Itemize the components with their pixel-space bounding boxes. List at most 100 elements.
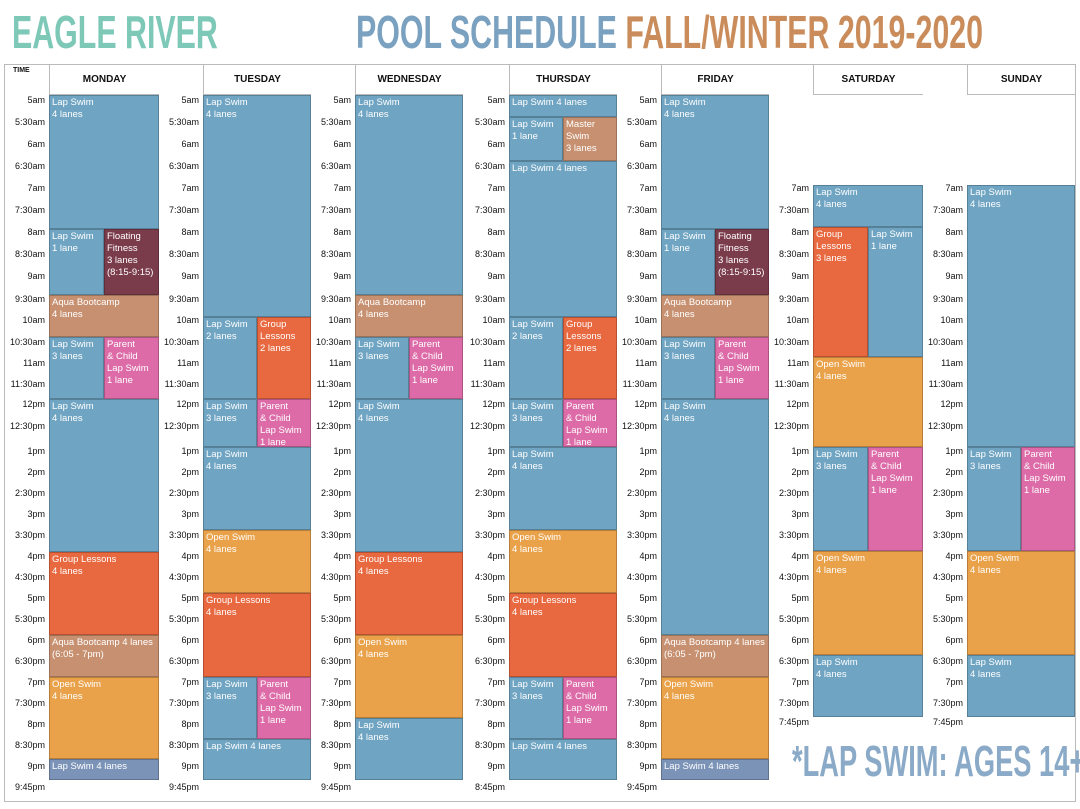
- time-label: 12:30pm: [315, 421, 351, 431]
- schedule-block-label: Group Lessons 4 lanes: [206, 595, 271, 618]
- time-label: 12:30pm: [9, 421, 45, 431]
- schedule-block-mon: Lap Swim 4 lanes: [49, 759, 159, 780]
- schedule-block-tue: Open Swim 4 lanes: [203, 530, 311, 593]
- time-label: 11:30am: [622, 379, 657, 389]
- time-label: 9:30am: [320, 294, 351, 304]
- time-label: 8:30am: [626, 249, 657, 259]
- time-label: 10:30am: [773, 337, 809, 347]
- time-label: 3:30pm: [932, 530, 963, 540]
- schedule-block-label: Lap Swim 4 lanes: [52, 761, 127, 772]
- day-header-tuesday: TUESDAY: [203, 65, 311, 95]
- schedule-block-label: Parent & Child Lap Swim 1 lane: [566, 401, 608, 447]
- time-label: 7:30am: [168, 205, 199, 215]
- schedule-block-label: Open Swim 4 lanes: [816, 553, 866, 576]
- time-label: 2pm: [181, 467, 199, 477]
- time-label: 3:30pm: [320, 530, 351, 540]
- title-location: EAGLE RIVER: [12, 6, 218, 58]
- time-label: 7pm: [791, 677, 809, 687]
- title-schedule-text: POOL SCHEDULE: [356, 6, 617, 58]
- time-label: 5:30am: [626, 117, 657, 127]
- time-label: 8:30am: [474, 249, 505, 259]
- time-label: 7:30pm: [168, 698, 199, 708]
- schedule-block-mon: Aqua Bootcamp 4 lanes (6:05 - 7pm): [49, 635, 159, 677]
- time-label: 7:30pm: [320, 698, 351, 708]
- schedule-block-label: Group Lessons 2 lanes: [566, 319, 602, 354]
- time-label: 6pm: [945, 635, 963, 645]
- time-label: 7:30pm: [474, 698, 505, 708]
- time-label: 5pm: [639, 593, 657, 603]
- schedule-block-sat: Lap Swim 3 lanes: [813, 447, 868, 551]
- time-label: 12:30pm: [773, 421, 809, 431]
- time-label: 11am: [177, 358, 199, 368]
- time-label: 5:30pm: [320, 614, 351, 624]
- time-label: 5:30am: [168, 117, 199, 127]
- schedule-block-label: Lap Swim 3 lanes: [816, 449, 858, 472]
- time-label: 7am: [791, 183, 809, 193]
- time-label: 12:30pm: [163, 421, 199, 431]
- time-label: 11am: [635, 358, 657, 368]
- time-label: 7:30am: [320, 205, 351, 215]
- time-label: 6pm: [487, 635, 505, 645]
- time-label: 5am: [487, 95, 505, 105]
- time-label: 9:45pm: [626, 782, 657, 792]
- schedule-block-thu: Lap Swim 4 lanes: [509, 95, 617, 117]
- time-label: 6pm: [27, 635, 45, 645]
- time-label: 4pm: [945, 551, 963, 561]
- schedule-block-label: Parent & Child Lap Swim 1 lane: [412, 339, 454, 386]
- time-label: 9:45pm: [320, 782, 351, 792]
- time-label: 2pm: [639, 467, 657, 477]
- time-label: 3:30pm: [14, 530, 45, 540]
- time-label: 5pm: [791, 593, 809, 603]
- time-label: 6am: [181, 139, 199, 149]
- time-label: 7:30pm: [932, 698, 963, 708]
- schedule-block-label: Lap Swim 4 lanes: [52, 401, 94, 424]
- time-label: 7:30am: [14, 205, 45, 215]
- time-label: 3pm: [27, 509, 45, 519]
- time-label: 6:30pm: [320, 656, 351, 666]
- time-label: 10:30am: [9, 337, 45, 347]
- schedule-block-label: Lap Swim 3 lanes: [664, 339, 706, 362]
- time-label: 9am: [27, 271, 45, 281]
- time-label: 7am: [639, 183, 657, 193]
- time-label: 11:30am: [470, 379, 505, 389]
- schedule-block-wed: Lap Swim 3 lanes: [355, 337, 409, 399]
- time-label: 2:30pm: [778, 488, 809, 498]
- schedule-block-sun: Lap Swim 4 lanes: [967, 185, 1075, 447]
- time-label: 12:30pm: [927, 421, 963, 431]
- schedule-block-wed: Group Lessons 4 lanes: [355, 552, 463, 635]
- schedule-block-mon: Open Swim 4 lanes: [49, 677, 159, 759]
- time-label: 4:30pm: [320, 572, 351, 582]
- time-label: 12:30pm: [621, 421, 657, 431]
- schedule-block-label: Parent & Child Lap Swim 1 lane: [1024, 449, 1066, 496]
- schedule-block-wed: Open Swim 4 lanes: [355, 635, 463, 718]
- schedule-block-label: Group Lessons 4 lanes: [512, 595, 577, 618]
- time-label: 6pm: [181, 635, 199, 645]
- time-label: 6am: [487, 139, 505, 149]
- time-label: 8:30am: [168, 249, 199, 259]
- schedule-block-label: Lap Swim 4 lanes: [512, 97, 587, 108]
- time-label: 9am: [333, 271, 351, 281]
- time-label: 10:30am: [621, 337, 657, 347]
- time-label: 3pm: [487, 509, 505, 519]
- time-label: 1pm: [181, 446, 199, 456]
- schedule-block-wed: Lap Swim 4 lanes: [355, 718, 463, 780]
- schedule-block-thu: Lap Swim 3 lanes: [509, 399, 563, 447]
- time-label: 4pm: [333, 551, 351, 561]
- schedule-block-label: Lap Swim 1 lane: [512, 119, 554, 142]
- time-label: 10:30am: [315, 337, 351, 347]
- schedule-block-mon: Lap Swim 1 lane: [49, 229, 104, 295]
- schedule-block-tue: Lap Swim 2 lanes: [203, 317, 257, 399]
- schedule-block-label: Lap Swim 4 lanes: [816, 657, 858, 680]
- schedule-block-label: Open Swim 4 lanes: [512, 532, 562, 555]
- schedule-block-label: Lap Swim 3 lanes: [512, 401, 554, 424]
- schedule-block-fri: Aqua Bootcamp 4 lanes (6:05 - 7pm): [661, 635, 769, 677]
- time-label: 3pm: [639, 509, 657, 519]
- time-label: 5pm: [945, 593, 963, 603]
- time-label: 11am: [329, 358, 351, 368]
- schedule-block-mon: Lap Swim 4 lanes: [49, 95, 159, 229]
- time-label: 6:30am: [626, 161, 657, 171]
- time-label: 10am: [328, 315, 351, 325]
- schedule-block-label: Master Swim 3 lanes: [566, 119, 597, 154]
- schedule-block-mon: Floating Fitness 3 lanes (8:15-9:15): [104, 229, 159, 295]
- time-label: 4:30pm: [626, 572, 657, 582]
